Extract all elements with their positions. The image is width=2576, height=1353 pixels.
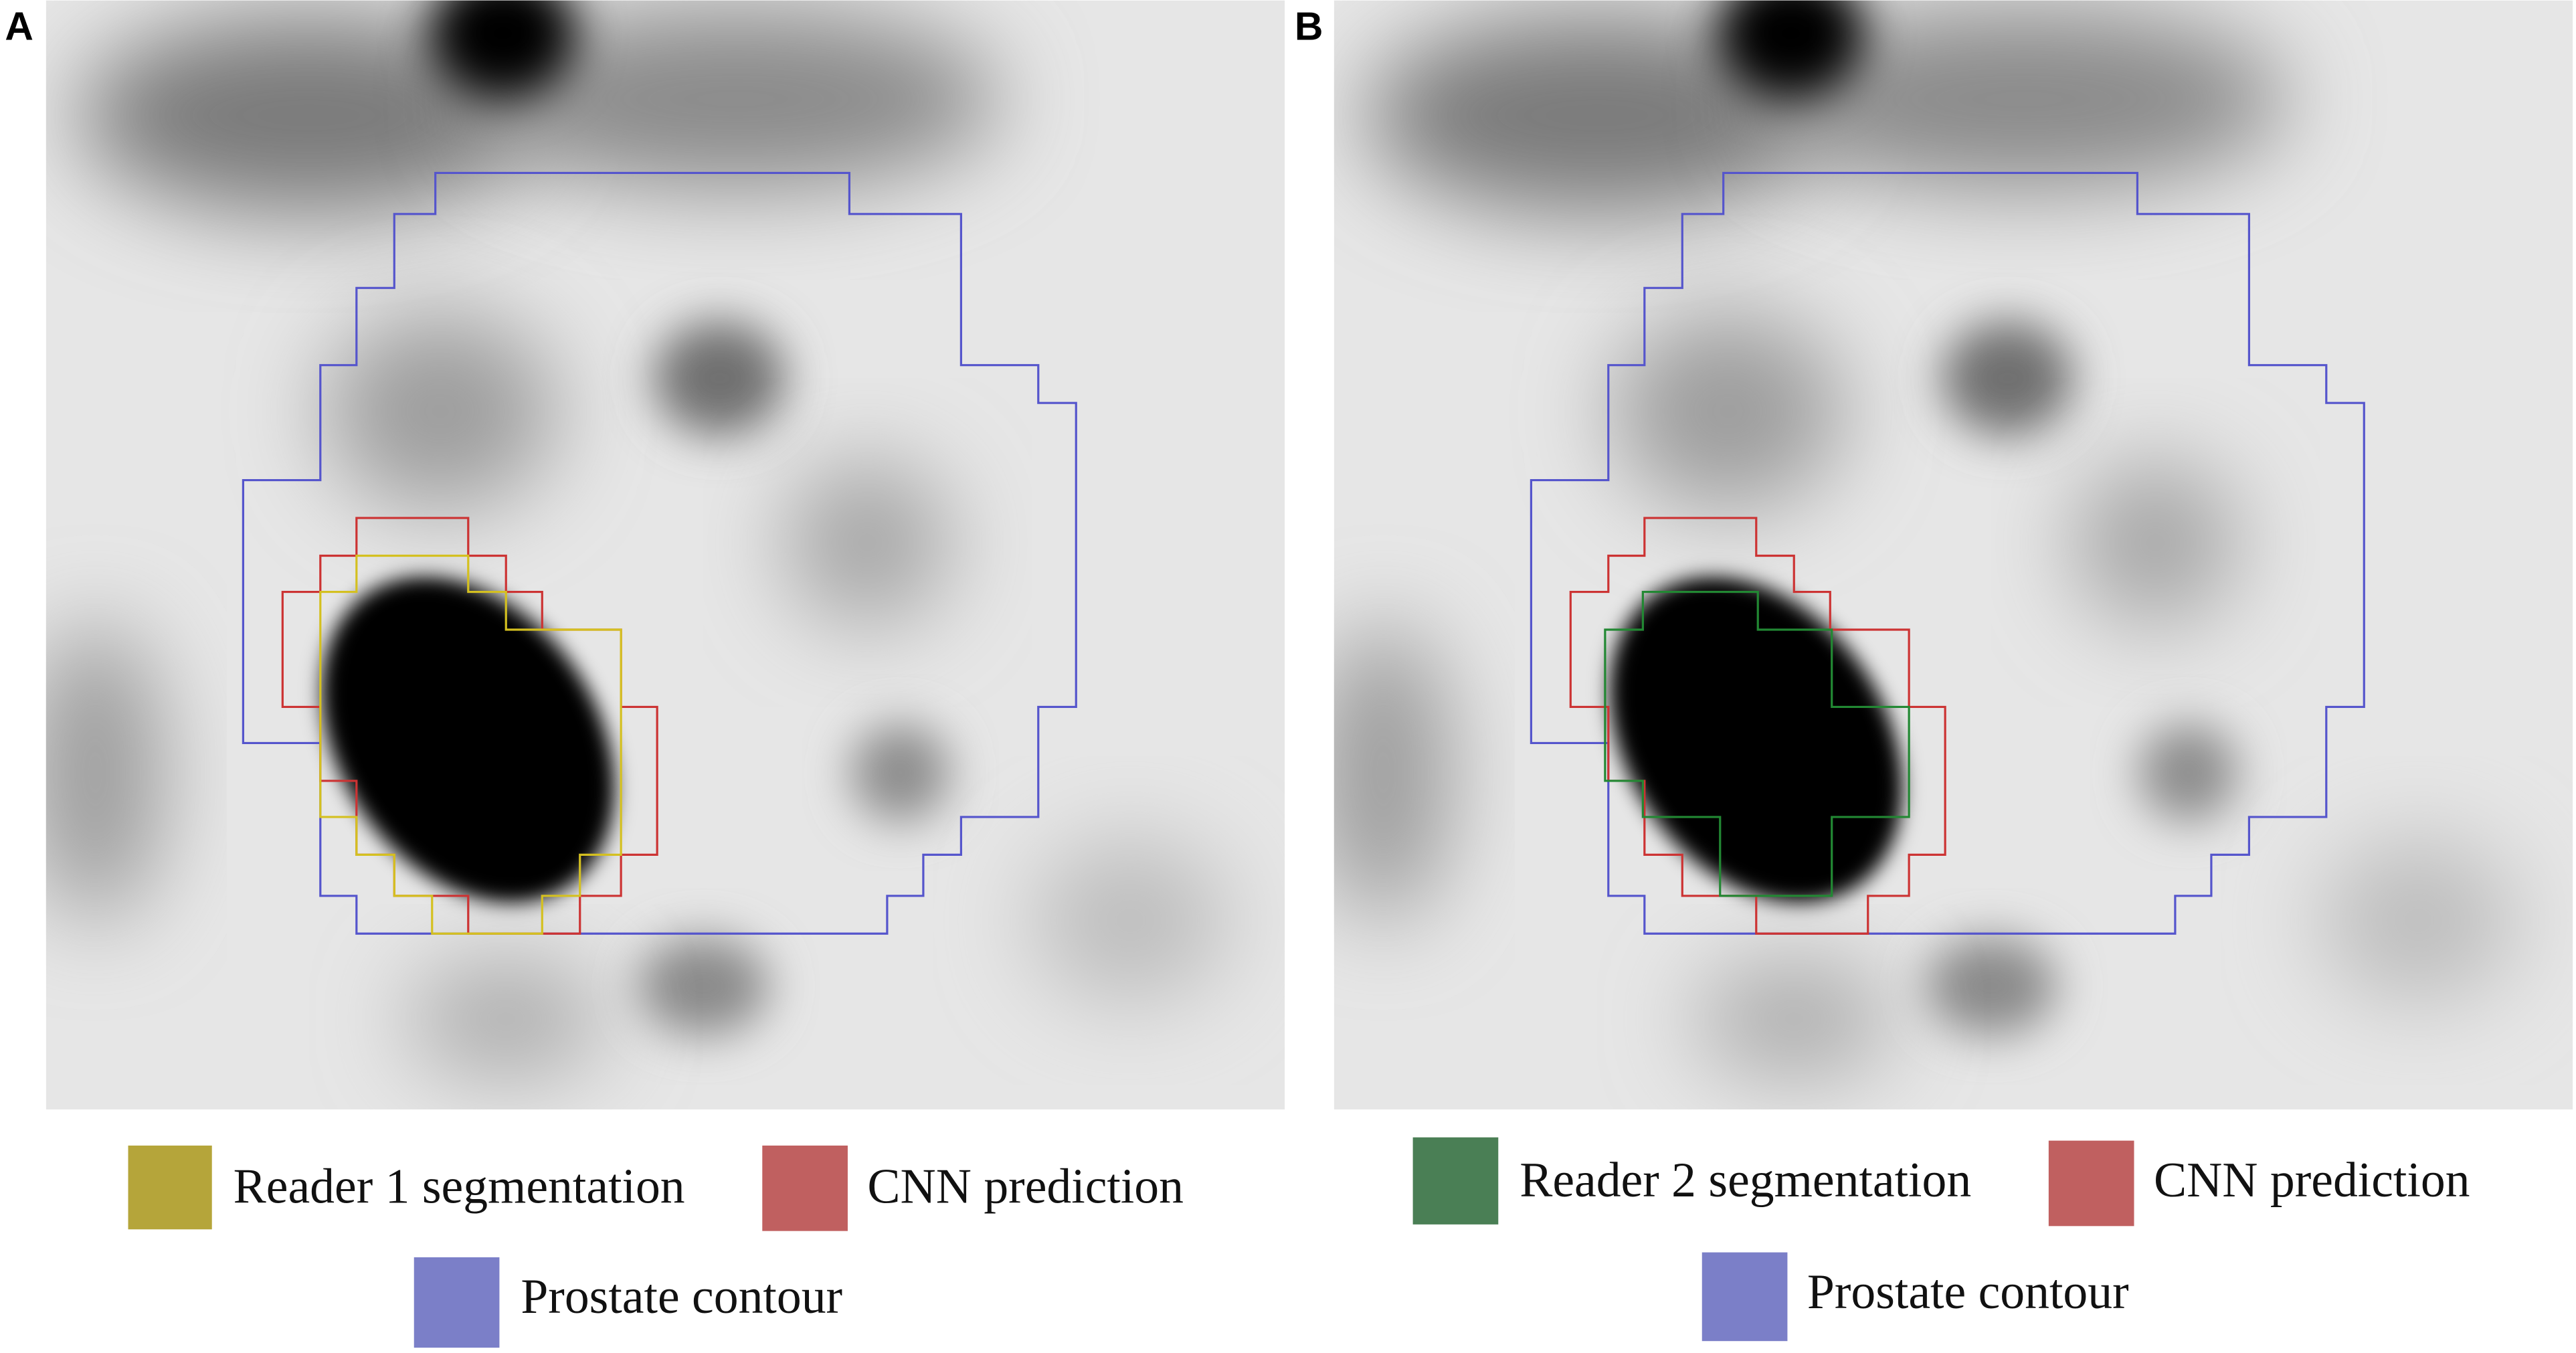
- scan-image: [1317, 0, 2576, 1117]
- legend-swatch: [762, 1146, 848, 1231]
- prostate-contour: [242, 171, 1077, 935]
- legend-text: Prostate contour: [521, 1269, 842, 1324]
- scan-image: [29, 0, 1295, 1117]
- legend-swatch: [128, 1146, 212, 1230]
- legend-text: CNN prediction: [2154, 1152, 2470, 1207]
- legend-swatch: [2048, 1140, 2134, 1227]
- cnn-contour: [281, 517, 658, 935]
- reader-contour: [1604, 590, 1910, 897]
- legend-text: Reader 2 segmentation: [1520, 1152, 1971, 1207]
- reader-contour: [319, 554, 622, 935]
- panel-label: A: [5, 5, 33, 49]
- panel-a: A Reader 1 segmentation CNN prediction P…: [5, 0, 1294, 1348]
- legend-swatch: [1701, 1252, 1788, 1342]
- cnn-contour: [1569, 517, 1946, 935]
- panel-b: B Reader 2 segmentation CNN prediction P…: [1295, 0, 2576, 1342]
- legend-text: CNN prediction: [867, 1159, 1184, 1214]
- legend-text: Prostate contour: [1807, 1264, 2129, 1319]
- legend-swatch: [1412, 1137, 1499, 1225]
- prostate-contour: [1530, 171, 2365, 935]
- legend-text: Reader 1 segmentation: [234, 1159, 685, 1214]
- legend-swatch: [413, 1257, 500, 1348]
- panel-label: B: [1295, 5, 1323, 49]
